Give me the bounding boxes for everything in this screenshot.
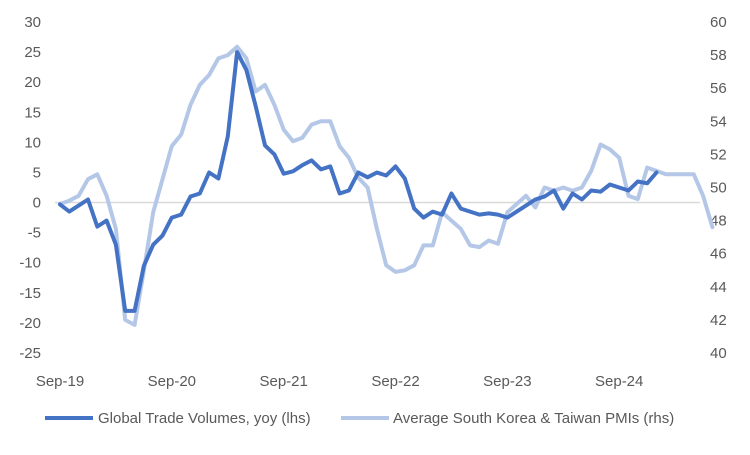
y-left-tick-label: 20 xyxy=(24,74,41,91)
legend-label-pmi: Average South Korea & Taiwan PMIs (rhs) xyxy=(393,410,674,427)
y-left-tick-label: 25 xyxy=(24,44,41,61)
y-left-tick-label: -10 xyxy=(19,255,41,272)
y-right-tick-label: 60 xyxy=(710,14,727,31)
y-left-tick-label: 15 xyxy=(24,104,41,121)
y-right-tick-label: 42 xyxy=(710,312,727,329)
y-left-tick-label: 0 xyxy=(33,195,41,212)
y-left-tick-label: -20 xyxy=(19,315,41,332)
y-right-tick-label: 44 xyxy=(710,279,727,296)
y-left-tick-label: 10 xyxy=(24,134,41,151)
series-layer xyxy=(58,44,715,327)
x-tick-label: Sep-24 xyxy=(595,373,643,390)
x-tick-label: Sep-23 xyxy=(483,373,531,390)
y-right-tick-label: 50 xyxy=(710,180,727,197)
x-tick-label: Sep-21 xyxy=(259,373,307,390)
series-line-trade xyxy=(58,50,659,313)
y-right-tick-label: 54 xyxy=(710,113,727,130)
y-left-tick-label: -5 xyxy=(28,225,41,242)
y-left-tick-label: 5 xyxy=(33,164,41,181)
y-left-tick-label: -15 xyxy=(19,285,41,302)
y-right-tick-label: 52 xyxy=(710,146,727,163)
axes-layer: 302520151050-5-10-15-20-2560585654525048… xyxy=(19,14,726,390)
y-right-tick-label: 46 xyxy=(710,246,727,263)
series-line-pmi xyxy=(58,44,715,327)
legend-label-trade: Global Trade Volumes, yoy (lhs) xyxy=(98,410,311,427)
x-tick-label: Sep-22 xyxy=(371,373,419,390)
y-right-tick-label: 58 xyxy=(710,47,727,64)
y-right-tick-label: 56 xyxy=(710,80,727,97)
y-right-tick-label: 48 xyxy=(710,213,727,230)
y-left-tick-label: 30 xyxy=(24,14,41,31)
y-right-tick-label: 40 xyxy=(710,345,727,362)
x-tick-label: Sep-19 xyxy=(36,373,84,390)
y-left-tick-label: -25 xyxy=(19,345,41,362)
x-tick-label: Sep-20 xyxy=(148,373,196,390)
legend: Global Trade Volumes, yoy (lhs) Average … xyxy=(45,410,674,427)
